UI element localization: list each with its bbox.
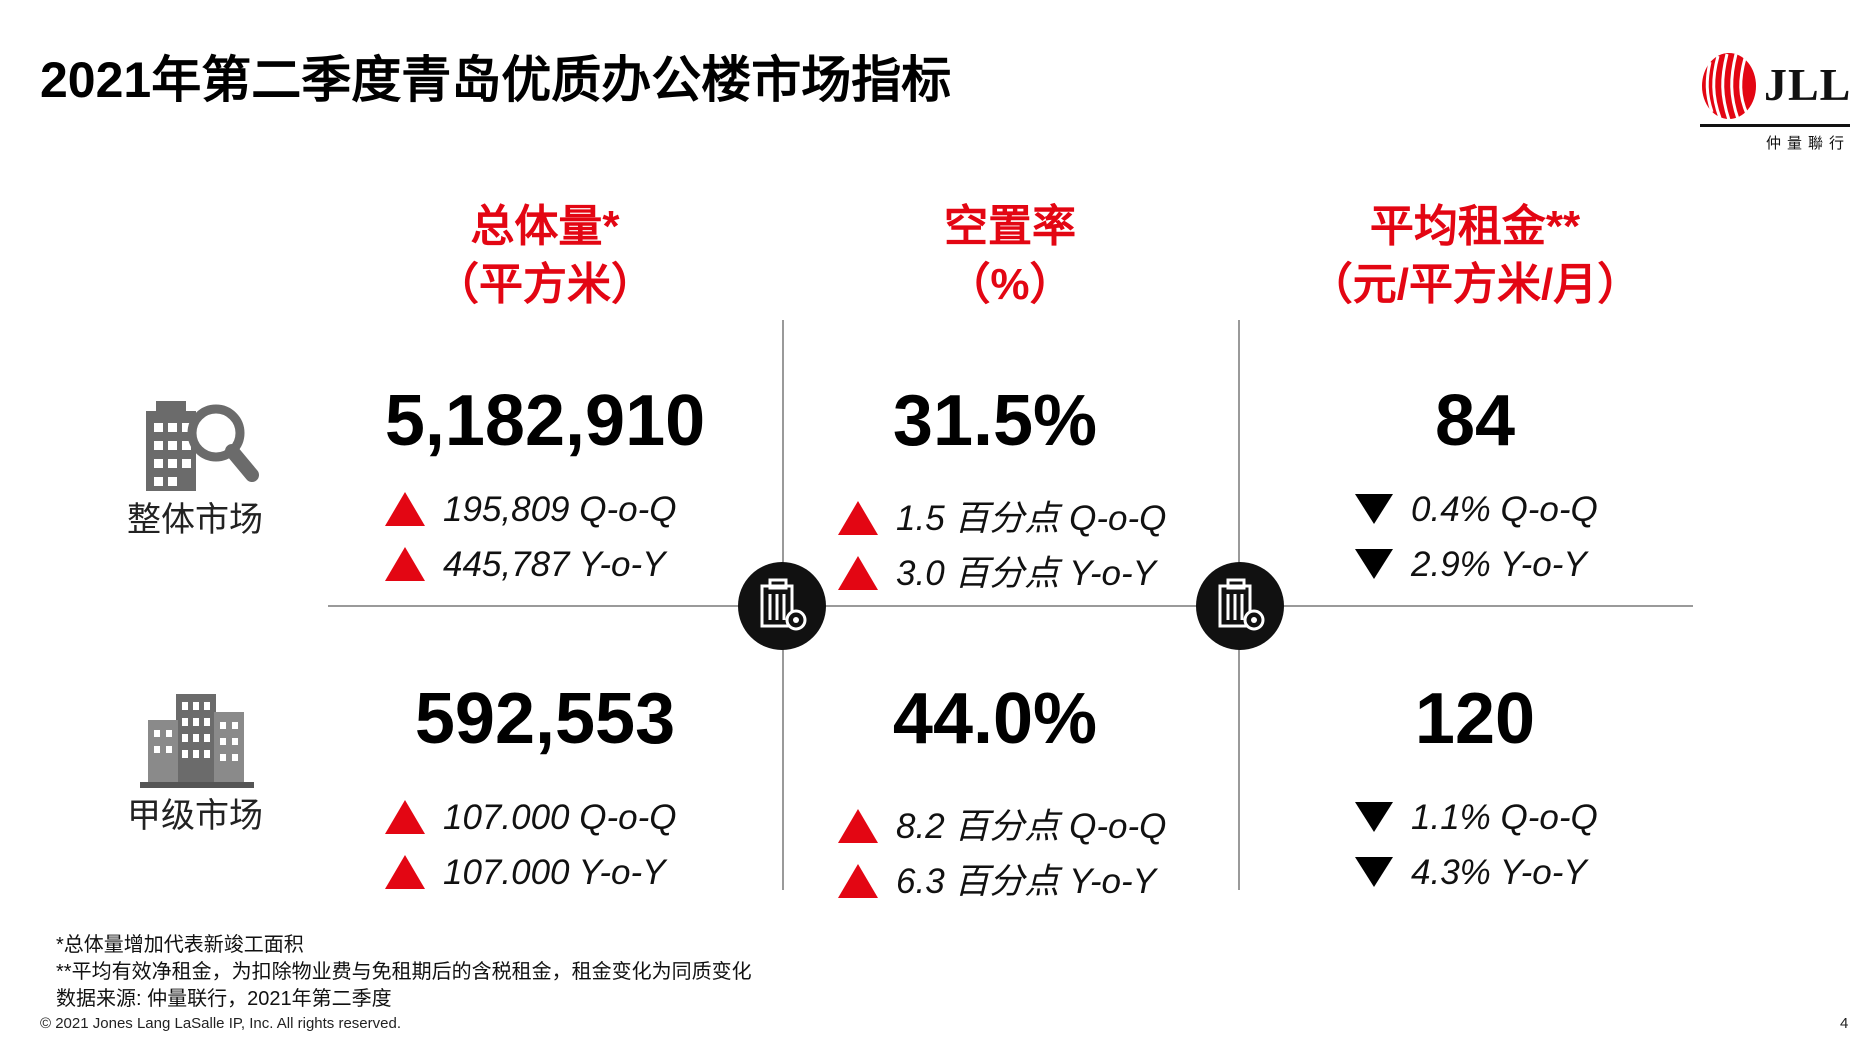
up-triangle-icon xyxy=(385,799,425,834)
change-text: 4.3% Y-o-Y xyxy=(1411,853,1587,892)
change-yoy: 107.000 Y-o-Y xyxy=(385,853,805,893)
logo-subtitle: 仲量聯行 xyxy=(1765,135,1850,152)
page-title: 2021年第二季度青岛优质办公楼市场指标 xyxy=(40,52,952,108)
change-text: 0.4% Q-o-Q xyxy=(1411,490,1598,529)
metric-value: 31.5% xyxy=(892,381,1098,461)
change-text: 6.3 百分点 Y-o-Y xyxy=(896,862,1156,901)
jll-logo-icon xyxy=(1702,53,1756,121)
building-search-icon xyxy=(140,393,260,493)
column-header-line2: （平方米） xyxy=(435,260,655,309)
column-header-rent: 平均租金** （元/平方米/月） xyxy=(1265,198,1685,314)
column-header-vacancy: 空置率 （%） xyxy=(800,198,1220,314)
change-qoq: 1.1% Q-o-Q xyxy=(1355,798,1775,838)
up-triangle-icon xyxy=(838,863,878,898)
change-qoq: 8.2 百分点 Q-o-Q xyxy=(838,798,1258,849)
column-header-line1: 总体量* xyxy=(470,202,620,251)
down-triangle-icon xyxy=(1355,493,1393,524)
logo-divider xyxy=(1700,124,1850,127)
up-triangle-icon xyxy=(385,491,425,526)
column-header-line2: （%） xyxy=(946,260,1074,309)
page-number: 4 xyxy=(1840,1015,1849,1032)
down-triangle-icon xyxy=(1355,856,1393,887)
change-text: 2.9% Y-o-Y xyxy=(1411,545,1587,584)
change-text: 195,809 Q-o-Q xyxy=(443,490,677,529)
grid-divider-horizontal xyxy=(328,605,1693,607)
column-header-total-stock: 总体量* （平方米） xyxy=(335,198,755,314)
up-triangle-icon xyxy=(838,808,878,843)
change-text: 107.000 Q-o-Q xyxy=(443,798,677,837)
logo-text: JLL xyxy=(1764,59,1852,110)
change-text: 445,787 Y-o-Y xyxy=(443,545,666,584)
row-label-grade-a-market: 甲级市场 xyxy=(127,797,263,835)
change-text: 1.1% Q-o-Q xyxy=(1411,798,1598,837)
row-label-overall-market: 整体市场 xyxy=(127,501,263,539)
up-triangle-icon xyxy=(385,546,425,581)
metric-value: 84 xyxy=(1434,381,1516,461)
metric-value: 5,182,910 xyxy=(384,381,706,461)
column-header-line2: （元/平方米/月） xyxy=(1308,260,1642,309)
down-triangle-icon xyxy=(1355,801,1393,832)
up-triangle-icon xyxy=(385,854,425,889)
building-gear-icon xyxy=(1196,562,1284,650)
metric-value: 44.0% xyxy=(892,679,1098,759)
change-qoq: 0.4% Q-o-Q xyxy=(1355,490,1775,530)
change-yoy: 3.0 百分点 Y-o-Y xyxy=(838,545,1258,596)
change-text: 107.000 Y-o-Y xyxy=(443,853,666,892)
change-text: 3.0 百分点 Y-o-Y xyxy=(896,554,1156,593)
building-gear-icon xyxy=(738,562,826,650)
change-text: 1.5 百分点 Q-o-Q xyxy=(896,499,1167,538)
metric-value: 120 xyxy=(1414,679,1536,759)
column-header-line1: 平均租金** xyxy=(1369,202,1581,251)
up-triangle-icon xyxy=(838,555,878,590)
change-yoy: 2.9% Y-o-Y xyxy=(1355,545,1775,585)
column-header-line1: 空置率 xyxy=(944,202,1076,251)
metric-value: 592,553 xyxy=(414,679,676,759)
change-qoq: 195,809 Q-o-Q xyxy=(385,490,805,530)
change-yoy: 6.3 百分点 Y-o-Y xyxy=(838,853,1258,904)
up-triangle-icon xyxy=(838,500,878,535)
footnote-source: 数据来源: 仲量联行，2021年第二季度 xyxy=(56,988,392,1010)
jll-logo: JLL 仲量聯行 xyxy=(1700,50,1852,152)
down-triangle-icon xyxy=(1355,548,1393,579)
change-yoy: 4.3% Y-o-Y xyxy=(1355,853,1775,893)
change-text: 8.2 百分点 Q-o-Q xyxy=(896,807,1167,846)
change-qoq: 107.000 Q-o-Q xyxy=(385,798,805,838)
office-building-icon xyxy=(140,690,260,790)
change-qoq: 1.5 百分点 Q-o-Q xyxy=(838,490,1258,541)
copyright: © 2021 Jones Lang LaSalle IP, Inc. All r… xyxy=(40,1015,401,1032)
change-yoy: 445,787 Y-o-Y xyxy=(385,545,805,585)
footnote: *总体量增加代表新竣工面积 xyxy=(56,934,304,956)
footnote: **平均有效净租金，为扣除物业费与免租期后的含税租金，租金变化为同质变化 xyxy=(56,961,752,983)
